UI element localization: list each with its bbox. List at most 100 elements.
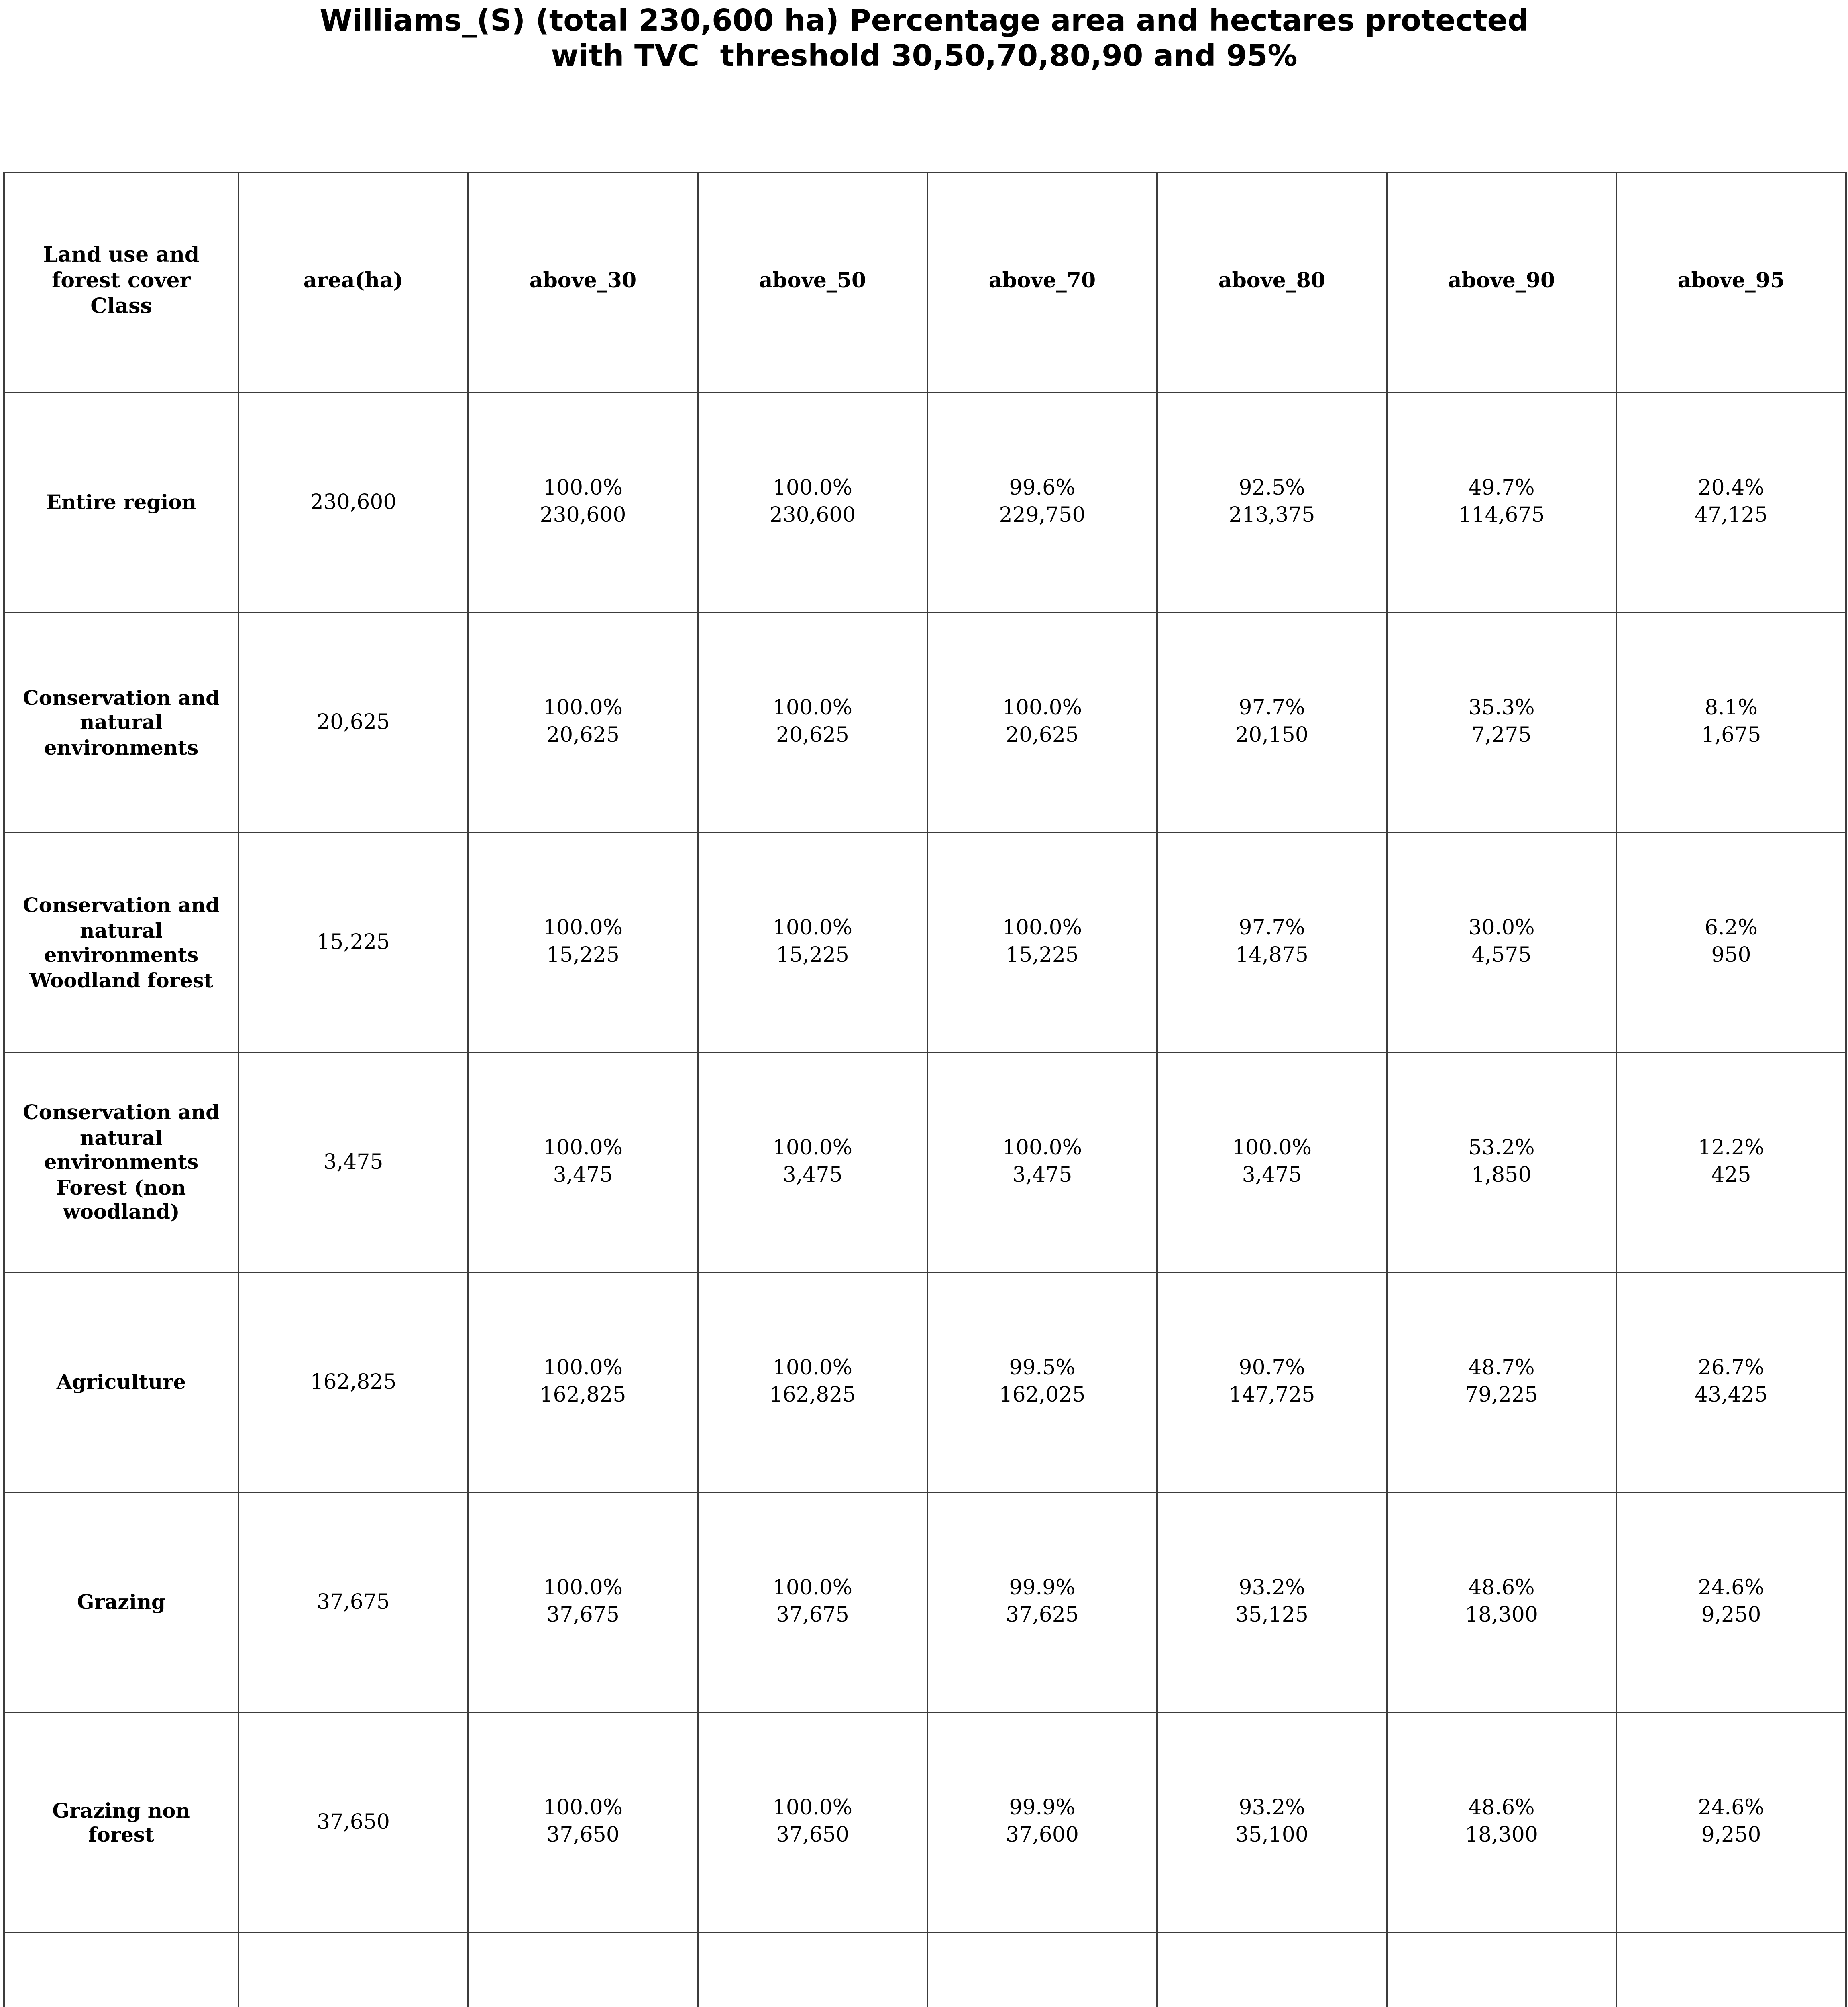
ha-value: 147,725 [1229, 1384, 1315, 1408]
cell-above-70: 99.9% 37,600 [927, 1712, 1158, 1933]
ha-value: 9,250 [1701, 1604, 1761, 1628]
pct-value: 99.9% [1009, 1797, 1076, 1821]
pct-value: 53.2% [1468, 1137, 1535, 1161]
cell-above-90: 48.6% 18,300 [1386, 1492, 1617, 1713]
pct-value: 90.7% [1239, 1357, 1305, 1381]
pct-value: 100.0% [1002, 1137, 1082, 1161]
table-row: Conservation and natural environments Wo… [3, 832, 1847, 1053]
pct-value: 48.7% [1468, 1357, 1535, 1381]
ha-value: 3,475 [782, 1164, 843, 1188]
pct-value: 100.0% [543, 1137, 623, 1161]
cell-above-50: 100.0%125,150 [697, 1932, 928, 2007]
cell-above-95: 27.3%34,175 [1616, 1932, 1847, 2007]
cell-above-80: 97.7% 20,150 [1156, 612, 1388, 833]
page-title: Williams_(S) (total 230,600 ha) Percenta… [0, 0, 1848, 75]
cell-above-95: 20.4% 47,125 [1616, 392, 1847, 613]
pct-value: 99.5% [1009, 1357, 1076, 1381]
ha-value: 35,125 [1235, 1604, 1308, 1628]
pct-value: 48.6% [1468, 1797, 1535, 1821]
ha-value: 20,625 [546, 724, 619, 748]
pct-value: 100.0% [1002, 917, 1082, 941]
pct-value: 24.6% [1698, 1577, 1764, 1601]
ha-value: 3,475 [1242, 1164, 1302, 1188]
ha-value: 15,225 [776, 944, 849, 968]
ha-value: 162,825 [540, 1384, 626, 1408]
ha-value: 950 [1711, 944, 1751, 968]
cell-above-95: 24.6% 9,250 [1616, 1712, 1847, 1933]
cell-above-30: 100.0%125,150 [467, 1932, 699, 2007]
row-label: Conservation and natural environments [3, 612, 239, 833]
cell-above-70: 99.4%124,400 [927, 1932, 1158, 2007]
ha-value: 37,625 [1006, 1604, 1079, 1628]
pct-value: 100.0% [772, 1137, 853, 1161]
row-label: Entire region [3, 392, 239, 613]
cell-above-90: 53.2% 1,850 [1386, 1052, 1617, 1273]
row-label: Cropping [3, 1932, 239, 2007]
pct-value: 99.9% [1009, 1577, 1076, 1601]
cell-above-30: 100.0% 162,825 [467, 1272, 699, 1493]
area-cell: 20,625 [238, 612, 469, 833]
row-label: Grazing non forest [3, 1712, 239, 1933]
pct-value: 99.6% [1009, 477, 1076, 501]
cell-above-95: 8.1% 1,675 [1616, 612, 1847, 833]
area-cell: 230,600 [238, 392, 469, 613]
table-row: Cropping 125,150 100.0%125,150 100.0%125… [3, 1932, 1847, 2007]
cell-above-80: 93.2% 35,100 [1156, 1712, 1388, 1933]
cell-above-90: 48.7% 79,225 [1386, 1272, 1617, 1493]
cell-above-70: 99.6% 229,750 [927, 392, 1158, 613]
cell-above-80: 90.0%112,600 [1156, 1932, 1388, 2007]
cell-above-90: 48.7%60,925 [1386, 1932, 1617, 2007]
row-label: Conservation and natural environments Fo… [3, 1052, 239, 1273]
ha-value: 20,625 [776, 724, 849, 748]
col-header-above-95: above_95 [1616, 172, 1847, 393]
col-header-above-90: above_90 [1386, 172, 1617, 393]
cell-above-80: 92.5% 213,375 [1156, 392, 1388, 613]
cell-above-30: 100.0% 230,600 [467, 392, 699, 613]
table-row: Conservation and natural environments Fo… [3, 1052, 1847, 1273]
ha-value: 9,250 [1701, 1824, 1761, 1848]
pct-value: 92.5% [1239, 477, 1305, 501]
pct-value: 24.6% [1698, 1797, 1764, 1821]
pct-value: 35.3% [1468, 697, 1535, 721]
ha-value: 18,300 [1465, 1824, 1538, 1848]
col-header-above-70: above_70 [927, 172, 1158, 393]
pct-value: 100.0% [543, 917, 623, 941]
ha-value: 230,600 [540, 504, 626, 528]
cell-above-95: 24.6% 9,250 [1616, 1492, 1847, 1713]
pct-value: 100.0% [543, 1357, 623, 1381]
cell-above-50: 100.0% 20,625 [697, 612, 928, 833]
ha-value: 35,100 [1235, 1824, 1308, 1848]
col-header-area-ha: area(ha) [238, 172, 469, 393]
ha-value: 229,750 [999, 504, 1086, 528]
ha-value: 213,375 [1229, 504, 1315, 528]
table-header-row: Land use and forest cover Class area(ha)… [3, 172, 1847, 393]
ha-value: 114,675 [1458, 504, 1545, 528]
protected-area-table: Land use and forest cover Class area(ha)… [3, 172, 1847, 2007]
ha-value: 1,675 [1701, 724, 1761, 748]
cell-above-80: 97.7% 14,875 [1156, 832, 1388, 1053]
ha-value: 425 [1711, 1164, 1751, 1188]
table-row: Agriculture 162,825 100.0% 162,825 100.0%… [3, 1272, 1847, 1493]
cell-above-90: 35.3% 7,275 [1386, 612, 1617, 833]
area-cell: 162,825 [238, 1272, 469, 1493]
pct-value: 93.2% [1239, 1797, 1305, 1821]
pct-value: 100.0% [772, 697, 853, 721]
cell-above-95: 12.2% 425 [1616, 1052, 1847, 1273]
cell-above-90: 30.0% 4,575 [1386, 832, 1617, 1053]
ha-value: 37,600 [1006, 1824, 1079, 1848]
table-row: Entire region 230,600 100.0% 230,600 100.… [3, 392, 1847, 613]
pct-value: 49.7% [1468, 477, 1535, 501]
cell-above-50: 100.0% 3,475 [697, 1052, 928, 1273]
area-cell: 37,675 [238, 1492, 469, 1713]
ha-value: 4,575 [1471, 944, 1532, 968]
cell-above-30: 100.0% 3,475 [467, 1052, 699, 1273]
ha-value: 37,675 [776, 1604, 849, 1628]
cell-above-30: 100.0% 37,650 [467, 1712, 699, 1933]
cell-above-95: 26.7% 43,425 [1616, 1272, 1847, 1493]
table-row: Grazing 37,675 100.0% 37,675 100.0% 37,675… [3, 1492, 1847, 1713]
ha-value: 18,300 [1465, 1604, 1538, 1628]
ha-value: 37,650 [546, 1824, 619, 1848]
ha-value: 20,150 [1235, 724, 1308, 748]
pct-value: 100.0% [543, 477, 623, 501]
area-cell: 125,150 [238, 1932, 469, 2007]
